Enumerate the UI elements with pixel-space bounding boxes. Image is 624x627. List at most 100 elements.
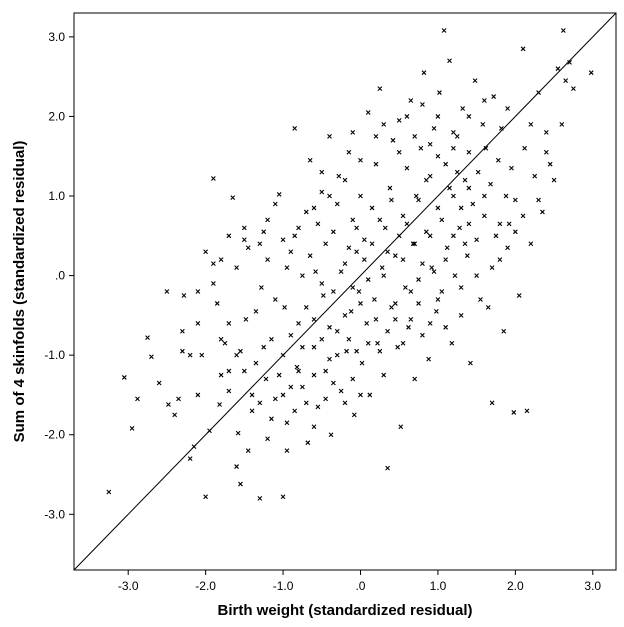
data-point xyxy=(257,400,263,406)
data-point xyxy=(311,205,317,211)
data-point xyxy=(483,145,489,151)
data-point xyxy=(443,161,449,167)
data-point xyxy=(418,145,424,151)
data-point xyxy=(454,133,460,139)
data-point xyxy=(524,408,530,414)
data-point xyxy=(296,320,301,326)
data-point xyxy=(234,464,239,469)
data-point xyxy=(385,465,390,471)
data-point xyxy=(272,201,278,207)
data-point xyxy=(451,129,456,135)
data-point xyxy=(303,209,309,215)
data-point xyxy=(172,412,178,418)
data-point xyxy=(563,78,569,84)
data-point xyxy=(478,297,483,302)
data-point xyxy=(272,297,278,302)
data-point xyxy=(280,237,286,243)
data-point xyxy=(261,229,267,235)
data-point xyxy=(373,133,379,139)
data-point xyxy=(435,153,441,159)
data-point xyxy=(243,316,249,322)
data-point xyxy=(338,269,344,274)
data-point xyxy=(412,133,418,139)
data-point xyxy=(300,344,305,350)
data-point xyxy=(421,70,427,76)
data-point xyxy=(359,360,365,366)
data-point xyxy=(404,221,410,227)
data-point xyxy=(187,456,193,461)
data-point xyxy=(292,125,298,131)
data-point xyxy=(493,233,499,239)
data-point xyxy=(506,221,512,227)
data-point xyxy=(226,320,232,326)
data-point xyxy=(365,110,371,115)
data-point xyxy=(410,241,416,247)
data-point xyxy=(406,324,411,330)
data-point xyxy=(423,229,429,235)
data-point xyxy=(350,376,356,382)
data-point xyxy=(512,197,518,203)
data-point xyxy=(210,281,216,286)
data-point xyxy=(381,372,387,378)
data-point xyxy=(505,245,510,251)
data-point xyxy=(505,106,510,111)
data-point xyxy=(234,265,239,271)
data-point xyxy=(311,344,317,350)
data-point xyxy=(522,145,528,151)
data-point xyxy=(392,316,398,322)
data-point xyxy=(180,328,185,334)
data-point xyxy=(358,301,363,306)
data-point xyxy=(149,354,154,360)
data-point xyxy=(462,241,468,247)
data-point xyxy=(323,368,329,374)
data-point xyxy=(427,320,433,326)
data-point xyxy=(372,297,377,302)
data-point xyxy=(466,149,472,155)
data-point xyxy=(315,404,321,410)
data-point xyxy=(381,122,387,127)
data-point xyxy=(241,237,247,243)
data-point xyxy=(303,305,309,310)
data-point xyxy=(451,145,456,151)
data-point xyxy=(181,293,187,298)
data-point xyxy=(377,86,383,91)
data-point xyxy=(390,137,396,143)
data-point xyxy=(481,193,487,199)
data-point xyxy=(427,173,433,179)
data-point xyxy=(300,384,305,390)
data-point xyxy=(280,392,286,398)
x-axis-ticks: -3.0 -2.0 -1.0 .0 1.0 2.0 3.0 xyxy=(118,570,601,593)
data-point xyxy=(396,149,402,155)
y-axis-ticks: -3.0 -2.0 -1.0 .0 1.0 2.0 3.0 xyxy=(44,30,74,521)
data-point xyxy=(485,305,491,310)
data-point xyxy=(491,94,497,99)
data-point xyxy=(354,225,360,231)
data-point xyxy=(536,197,541,203)
data-point xyxy=(528,122,534,127)
data-point xyxy=(199,352,205,358)
data-point xyxy=(296,368,301,374)
data-point xyxy=(458,285,464,290)
data-point xyxy=(348,309,354,314)
data-point xyxy=(226,368,232,374)
data-point xyxy=(392,301,398,306)
data-point xyxy=(385,328,390,334)
data-point xyxy=(238,481,243,487)
data-point xyxy=(470,201,476,207)
data-point xyxy=(365,277,371,282)
data-point xyxy=(342,177,348,183)
data-point xyxy=(385,249,390,255)
plot-frame xyxy=(73,12,617,571)
data-point xyxy=(382,225,388,231)
data-point xyxy=(443,324,449,330)
data-point xyxy=(468,360,473,366)
data-point xyxy=(427,233,433,239)
data-point xyxy=(431,125,437,131)
data-point xyxy=(218,372,224,378)
data-point xyxy=(203,494,209,500)
data-point xyxy=(323,241,329,247)
data-point xyxy=(350,217,356,223)
data-point xyxy=(241,225,247,231)
data-point xyxy=(354,348,360,354)
